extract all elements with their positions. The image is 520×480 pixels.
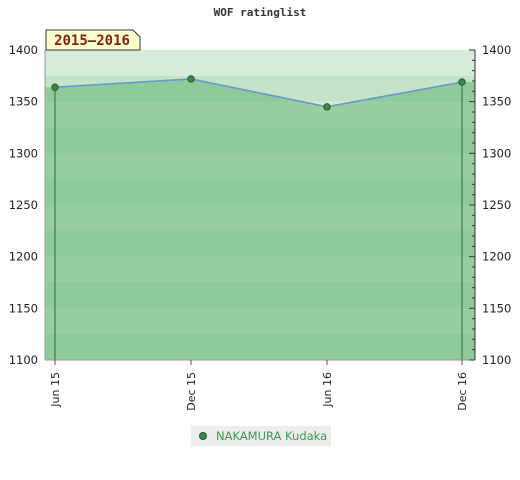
- y-tick-label-left: 1100: [9, 353, 38, 367]
- data-point[interactable]: [51, 83, 59, 91]
- grid-band: [45, 334, 475, 360]
- x-tick-label: Jun 16: [321, 372, 334, 408]
- y-tick-label-right: 1200: [482, 250, 511, 264]
- grid-band: [45, 256, 475, 283]
- series-line-group: [54, 78, 463, 108]
- grid-band: [45, 230, 475, 257]
- x-tick-label: Dec 15: [185, 372, 198, 411]
- y-tick-label-left: 1350: [9, 95, 38, 109]
- y-axis-right: 1100 1150 1200 1250 1300 1350 1400: [469, 43, 511, 367]
- grid-band: [45, 153, 475, 180]
- data-point[interactable]: [187, 75, 195, 83]
- y-tick-label-left: 1150: [9, 301, 38, 315]
- drop-lines: [54, 82, 463, 360]
- grid-band: [45, 179, 475, 205]
- data-markers: [51, 75, 466, 111]
- y-tick-label-right: 1100: [482, 353, 511, 367]
- y-tick-label-right: 1350: [482, 95, 511, 109]
- area-fill: [45, 78, 475, 360]
- y-axis-left: 1100 1150 1200 1250 1300 1350 1400: [9, 43, 38, 367]
- y-tick-label-right: 1250: [482, 198, 511, 212]
- series-line: [54, 78, 463, 108]
- grid-band: [45, 50, 475, 76]
- data-point[interactable]: [458, 78, 466, 86]
- grid-band: [45, 75, 475, 102]
- y-tick-label-right: 1300: [482, 146, 511, 160]
- data-point[interactable]: [323, 103, 331, 111]
- x-tick-label: Jun 15: [49, 372, 62, 408]
- period-badge: 2015–2016: [45, 29, 141, 51]
- grid-band: [45, 101, 475, 128]
- y-tick-label-right: 1400: [482, 43, 511, 57]
- grid-band: [45, 308, 475, 335]
- y-tick-label-right: 1150: [482, 301, 511, 315]
- grid-band: [45, 282, 475, 309]
- period-badge-label: 2015–2016: [54, 33, 130, 49]
- area-fill-group: [45, 78, 475, 360]
- grid-band: [45, 205, 475, 231]
- legend-box: [191, 426, 331, 446]
- legend-series-label[interactable]: NAKAMURA Kudaka: [216, 429, 327, 443]
- y-tick-label-left: 1300: [9, 146, 38, 160]
- period-badge-box: [45, 29, 141, 51]
- legend-marker-icon: [199, 432, 207, 440]
- legend[interactable]: NAKAMURA Kudaka: [191, 426, 331, 446]
- grid-band: [45, 127, 475, 154]
- chart-title: WOF ratinglist: [214, 6, 307, 19]
- y-tick-label-left: 1250: [9, 198, 38, 212]
- y-tick-label-left: 1200: [9, 250, 38, 264]
- y-tick-label-left: 1400: [9, 43, 38, 57]
- x-tick-label: Dec 16: [456, 372, 469, 411]
- x-axis: Jun 15 Dec 15 Jun 16 Dec 16: [49, 360, 469, 411]
- plot-background: [45, 50, 475, 360]
